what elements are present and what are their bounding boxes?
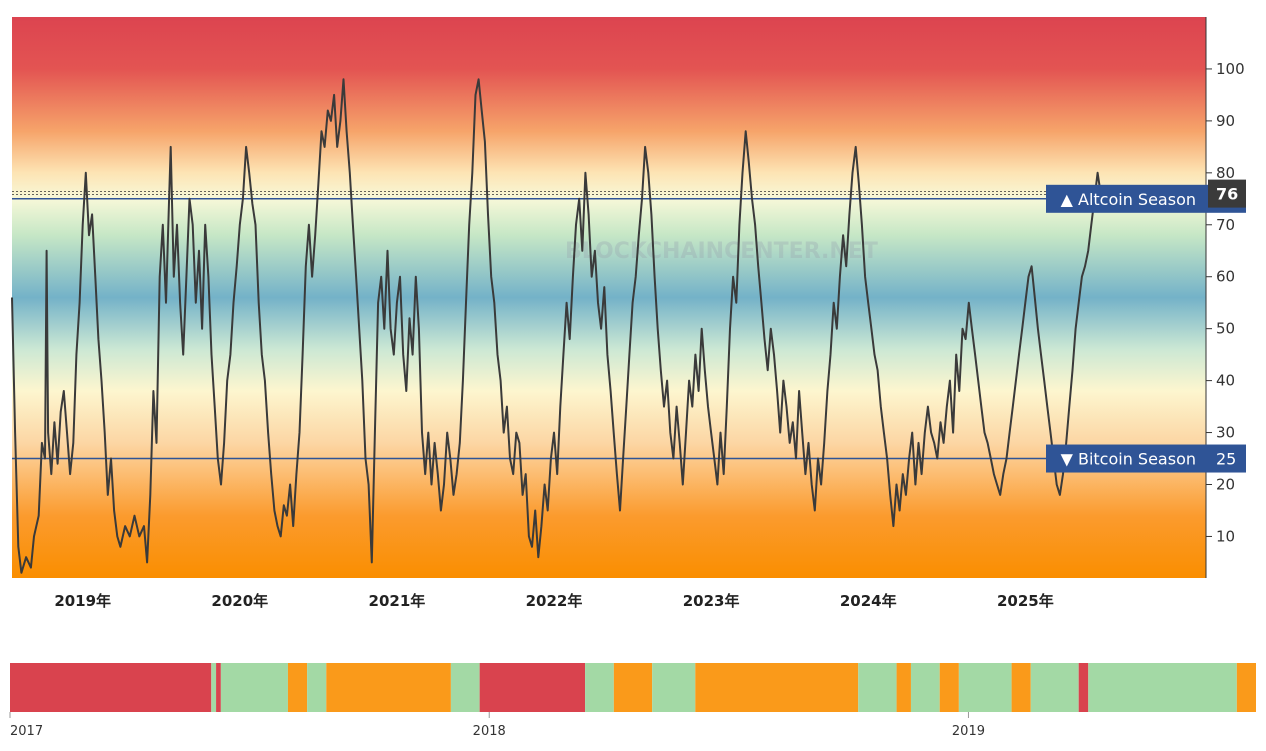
navigator-tick-label: 2018 [473, 724, 506, 739]
navigator-segment [896, 663, 911, 712]
navigator-bar[interactable] [10, 663, 1256, 712]
current-value-text: 76 [1216, 185, 1238, 204]
navigator-segment [1088, 663, 1237, 712]
x-tick-label: 2020年 [211, 592, 268, 610]
threshold-label-text: ▼ Bitcoin Season [1061, 450, 1196, 469]
x-tick-label: 2022年 [526, 592, 583, 610]
navigator-segment [1078, 663, 1089, 712]
y-tick-label: 70 [1216, 216, 1235, 234]
y-tick-label: 50 [1216, 320, 1235, 338]
navigator-segment [858, 663, 897, 712]
x-tick-label: 2024年 [840, 592, 897, 610]
navigator-segment [1236, 663, 1256, 712]
navigator-segment [1030, 663, 1079, 712]
y-tick-label: 40 [1216, 372, 1235, 390]
navigator-segment [216, 663, 221, 712]
navigator-tick-label: 2017 [10, 724, 43, 739]
navigator-segment [585, 663, 614, 712]
navigator-ticks: 2017 2018 2019 [9, 712, 985, 739]
navigator-tick-label: 2019 [952, 724, 985, 739]
x-tick-label: 2021年 [369, 592, 426, 610]
navigator-segment [652, 663, 696, 712]
navigator-segment [695, 663, 859, 712]
y-axis-ticks: 10 20 30 40 50 60 70 80 90 100 [1206, 60, 1245, 545]
navigator-segment [220, 663, 288, 712]
navigator-segment [910, 663, 940, 712]
threshold-label-value: 25 [1216, 450, 1236, 469]
navigator-segment [287, 663, 308, 712]
x-tick-label: 2023年 [683, 592, 740, 610]
navigator-segment [1011, 663, 1031, 712]
y-tick-label: 80 [1216, 164, 1235, 182]
current-value-box [1208, 179, 1246, 208]
x-axis-ticks: 2019年 2020年 2021年 2022年 2023年 2024年 2025年 [54, 592, 1053, 610]
navigator-segment [10, 663, 212, 712]
y-tick-label: 100 [1216, 60, 1245, 78]
navigator-segment [326, 663, 451, 712]
navigator-segment [939, 663, 959, 712]
y-tick-label: 10 [1216, 527, 1235, 545]
current-value-badge: 76 [1208, 179, 1246, 208]
navigator-segment [958, 663, 1012, 712]
x-tick-label: 2025年 [997, 592, 1054, 610]
y-tick-label: 60 [1216, 268, 1235, 286]
navigator-segment [479, 663, 586, 712]
threshold-label-box [1046, 444, 1246, 473]
plot-background [12, 17, 1206, 578]
series-line-0 [11, 78, 1102, 574]
watermark: BLOCKCHAINCENTER.NET [565, 239, 878, 264]
navigator-segment [613, 663, 653, 712]
series-layer [11, 78, 1102, 574]
y-tick-label: 30 [1216, 424, 1235, 442]
threshold-label-1: ▼ Bitcoin Season 25 [1046, 444, 1246, 473]
x-tick-label: 2019年 [54, 592, 111, 610]
y-tick-label: 90 [1216, 112, 1235, 130]
navigator-segment [307, 663, 327, 712]
threshold-label-text: ▲ Altcoin Season [1061, 190, 1196, 209]
navigator-segment [450, 663, 480, 712]
navigator-segment [211, 663, 217, 712]
y-tick-label: 20 [1216, 476, 1235, 494]
